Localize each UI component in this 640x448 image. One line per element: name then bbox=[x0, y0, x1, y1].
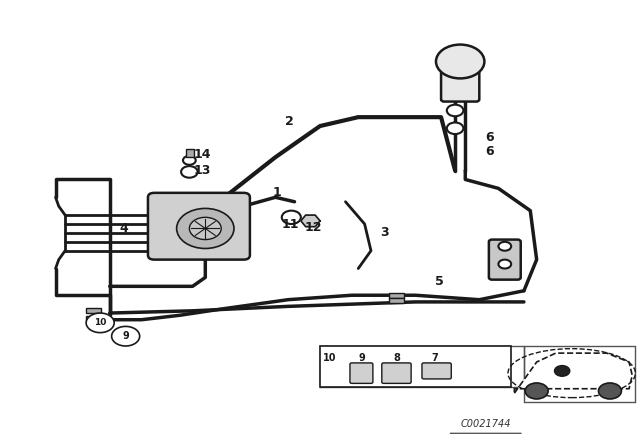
Text: 2: 2 bbox=[285, 115, 294, 128]
Bar bbox=[320, 346, 511, 387]
Circle shape bbox=[189, 217, 221, 240]
Circle shape bbox=[554, 366, 570, 376]
Bar bbox=[86, 316, 101, 321]
FancyBboxPatch shape bbox=[422, 363, 451, 379]
Circle shape bbox=[499, 260, 511, 268]
Text: 8: 8 bbox=[393, 353, 400, 362]
Bar bbox=[86, 308, 101, 314]
Text: 7: 7 bbox=[431, 353, 438, 362]
FancyBboxPatch shape bbox=[382, 363, 411, 383]
Text: 9: 9 bbox=[122, 331, 129, 341]
Circle shape bbox=[183, 156, 196, 165]
Bar bbox=[389, 293, 404, 298]
Text: 12: 12 bbox=[304, 221, 321, 234]
Text: 1: 1 bbox=[272, 186, 281, 199]
Bar bbox=[389, 298, 404, 303]
Circle shape bbox=[598, 383, 621, 399]
Circle shape bbox=[525, 383, 548, 399]
Circle shape bbox=[447, 105, 463, 116]
Polygon shape bbox=[515, 353, 632, 393]
Circle shape bbox=[111, 327, 140, 346]
Text: 10: 10 bbox=[94, 319, 106, 327]
Circle shape bbox=[177, 208, 234, 249]
Text: 4: 4 bbox=[119, 222, 128, 235]
Text: 3: 3 bbox=[381, 226, 389, 239]
Polygon shape bbox=[301, 215, 320, 227]
Circle shape bbox=[282, 211, 301, 224]
Circle shape bbox=[499, 242, 511, 251]
Circle shape bbox=[447, 122, 463, 134]
Text: 5: 5 bbox=[435, 276, 444, 289]
FancyBboxPatch shape bbox=[489, 240, 521, 280]
Circle shape bbox=[181, 166, 198, 178]
Text: 14: 14 bbox=[194, 148, 211, 161]
Text: 6: 6 bbox=[486, 145, 494, 158]
Text: 13: 13 bbox=[194, 164, 211, 177]
Text: 11: 11 bbox=[282, 217, 300, 231]
Circle shape bbox=[86, 313, 114, 332]
Text: 10: 10 bbox=[323, 353, 336, 362]
FancyBboxPatch shape bbox=[148, 193, 250, 260]
FancyBboxPatch shape bbox=[441, 61, 479, 102]
FancyBboxPatch shape bbox=[350, 363, 373, 383]
Bar bbox=[186, 149, 194, 157]
Text: C0021744: C0021744 bbox=[460, 419, 511, 429]
Circle shape bbox=[436, 44, 484, 78]
Text: 6: 6 bbox=[486, 131, 494, 144]
Text: 9: 9 bbox=[358, 353, 365, 362]
